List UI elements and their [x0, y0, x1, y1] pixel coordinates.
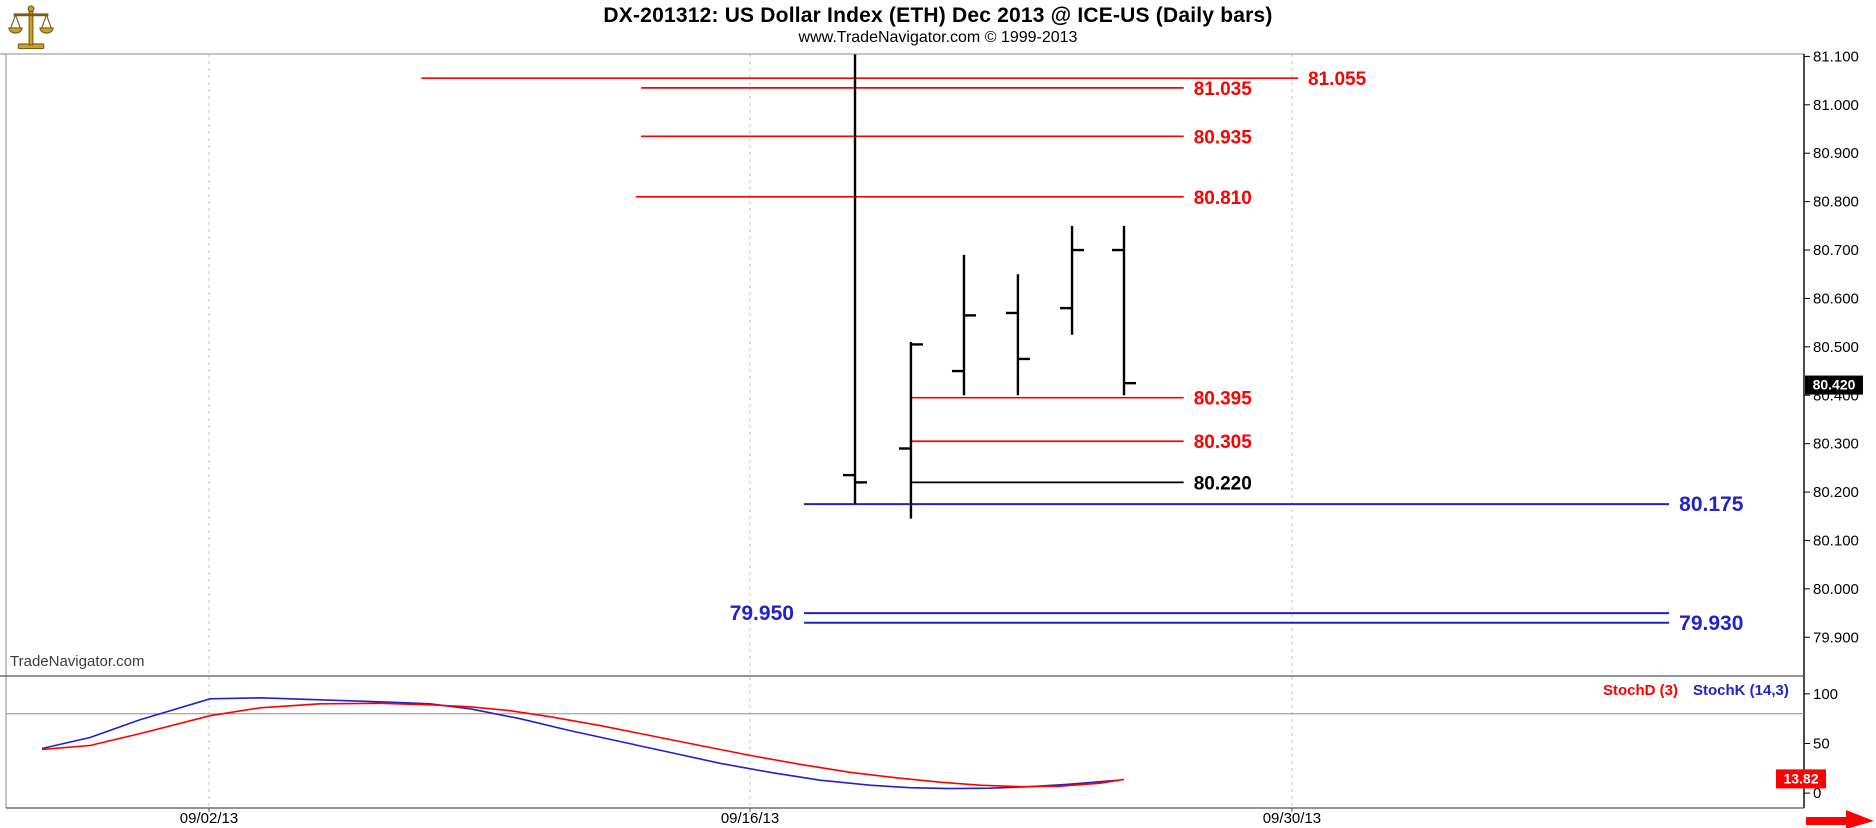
price-level-label: 80.810: [1194, 188, 1252, 209]
tradenavigator-watermark: TradeNavigator.com: [10, 653, 145, 670]
stoch-axis-label: 50: [1813, 735, 1830, 752]
chart-title: DX-201312: US Dollar Index (ETH) Dec 201…: [603, 4, 1273, 27]
price-axis-label: 80.000: [1813, 581, 1859, 598]
stoch-value-text: 13.82: [1783, 770, 1818, 786]
chart-subtitle: www.TradeNavigator.com © 1999-2013: [798, 29, 1078, 46]
price-level-label: 79.930: [1679, 612, 1743, 635]
price-level-label: 80.395: [1194, 389, 1253, 410]
price-axis-label: 80.900: [1813, 145, 1859, 162]
stoch-axis-label: 0: [1813, 785, 1821, 802]
last-price-badge: [1805, 375, 1863, 395]
price-level-label: 81.035: [1194, 79, 1253, 100]
price-axis-label: 80.200: [1813, 484, 1859, 501]
date-axis-label: 09/16/13: [721, 810, 779, 827]
price-axis-label: 81.100: [1813, 48, 1859, 65]
stoch-series-stochd: [41, 702, 1125, 788]
tradenavigator-logo balance-scale-icon: [8, 2, 54, 57]
price-axis-label: 80.100: [1813, 532, 1859, 549]
price-level-label: 80.935: [1194, 127, 1253, 148]
price-axis-label: 80.600: [1813, 290, 1859, 307]
price-level-label: 80.220: [1194, 473, 1252, 494]
stoch-series-stochk: [41, 696, 1120, 790]
price-axis-label: 79.900: [1813, 629, 1859, 646]
chart-header: DX-201312: US Dollar Index (ETH) Dec 201…: [0, 0, 1876, 47]
date-axis-label: 09/30/13: [1263, 810, 1321, 827]
scroll-right-arrow-icon[interactable]: [1806, 810, 1874, 828]
last-price-value: 80.420: [1813, 377, 1856, 393]
price-axis-label: 80.300: [1813, 436, 1859, 453]
price-level-label: 81.055: [1308, 69, 1367, 90]
price-axis-label: 80.700: [1813, 242, 1859, 259]
stoch-axis-label: 100: [1813, 686, 1838, 703]
stoch-value-badge: [1776, 769, 1826, 789]
price-level-label: 79.950: [730, 602, 794, 625]
price-axis-label: 80.800: [1813, 194, 1859, 211]
price-axis-label: 80.500: [1813, 339, 1859, 356]
stochk-legend-label: StochK (14,3): [1693, 682, 1789, 699]
price-level-label: 80.305: [1194, 432, 1253, 453]
price-level-label: 80.175: [1679, 493, 1744, 516]
date-axis-label: 09/02/13: [180, 810, 238, 827]
stochd-legend-label: StochD (3): [1603, 682, 1678, 699]
price-axis-label: 81.000: [1813, 97, 1859, 114]
